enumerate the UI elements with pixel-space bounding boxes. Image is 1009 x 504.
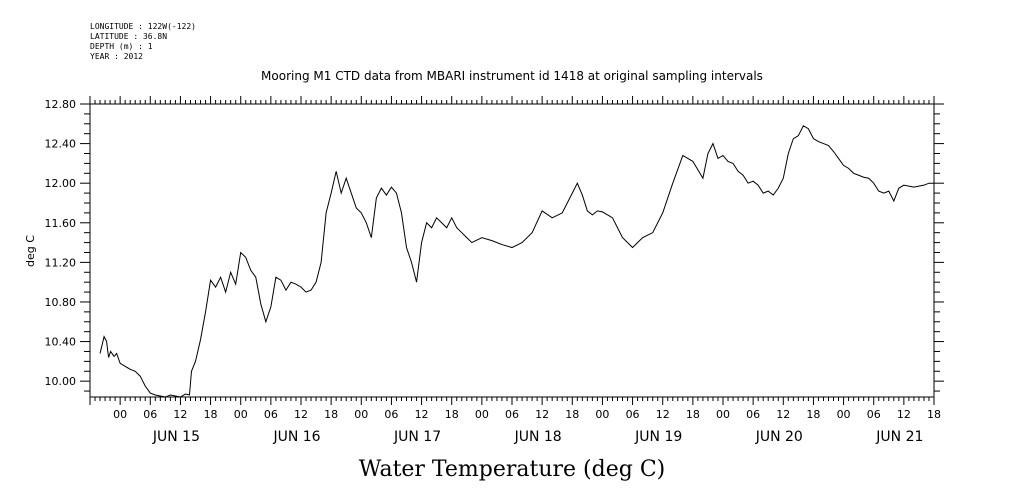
x-tick-label: 12: [897, 408, 911, 421]
x-tick-label: 18: [686, 408, 700, 421]
x-tick-label: 06: [264, 408, 278, 421]
x-tick-label: 18: [324, 408, 338, 421]
y-tick-label: 12.80: [45, 98, 77, 111]
x-tick-label: 18: [565, 408, 579, 421]
y-tick-label: 12.00: [45, 177, 77, 190]
x-tick-label: 12: [656, 408, 670, 421]
x-tick-label: 06: [143, 408, 157, 421]
y-tick-label: 10.40: [45, 336, 77, 349]
year-text: YEAR : 2012: [90, 52, 143, 61]
day-label: JUN 19: [634, 429, 682, 445]
x-tick-label: 18: [445, 408, 459, 421]
x-tick-label: 06: [384, 408, 398, 421]
x-axis-label: Water Temperature (deg C): [359, 457, 666, 482]
y-tick-label: 10.00: [45, 375, 77, 388]
day-label: JUN 17: [393, 429, 441, 445]
plot-area: 10.00 10.40 10.80 11.20 11.60 12.00 12.40 12.80…: [45, 96, 944, 445]
day-label: JUN 21: [875, 429, 923, 445]
day-label: JUN 20: [755, 429, 803, 445]
x-tick-label: 00: [234, 408, 248, 421]
x-tick-label: 06: [867, 408, 881, 421]
x-tick-label: 00: [837, 408, 851, 421]
x-tick-label: 06: [505, 408, 519, 421]
x-tick-label: 18: [204, 408, 218, 421]
x-tick-label: 00: [595, 408, 609, 421]
x-tick-label: 00: [113, 408, 127, 421]
x-tick-label: 12: [294, 408, 308, 421]
x-tick-label: 06: [746, 408, 760, 421]
x-tick-label: 00: [354, 408, 368, 421]
x-tick-label: 12: [415, 408, 429, 421]
latitude-text: LATITUDE : 36.8N: [90, 32, 168, 41]
day-label: JUN 18: [514, 429, 562, 445]
day-label: JUN 15: [152, 429, 200, 445]
y-tick-label: 11.60: [45, 217, 77, 230]
temperature-series-line: [99, 125, 934, 398]
plot-frame: [89, 103, 935, 398]
chart-title: Mooring M1 CTD data from MBARI instrumen…: [261, 69, 763, 83]
longitude-text: LONGITUDE : 122W(-122): [90, 22, 196, 31]
y-axis-label: deg C: [24, 235, 37, 267]
x-tick-label: 12: [173, 408, 187, 421]
day-label: JUN 16: [272, 429, 320, 445]
x-tick-label: 18: [806, 408, 820, 421]
x-tick-label: 12: [776, 408, 790, 421]
x-tick-label: 12: [535, 408, 549, 421]
x-tick-label: 00: [716, 408, 730, 421]
x-tick-label: 18: [927, 408, 941, 421]
y-tick-label: 11.20: [45, 256, 77, 269]
x-tick-label: 00: [475, 408, 489, 421]
y-tick-label: 10.80: [45, 296, 77, 309]
metadata-block: LONGITUDE : 122W(-122) LATITUDE : 36.8N …: [90, 22, 196, 62]
x-tick-label: 06: [626, 408, 640, 421]
y-tick-label: 12.40: [45, 138, 77, 151]
depth-text: DEPTH (m) : 1: [90, 42, 153, 51]
